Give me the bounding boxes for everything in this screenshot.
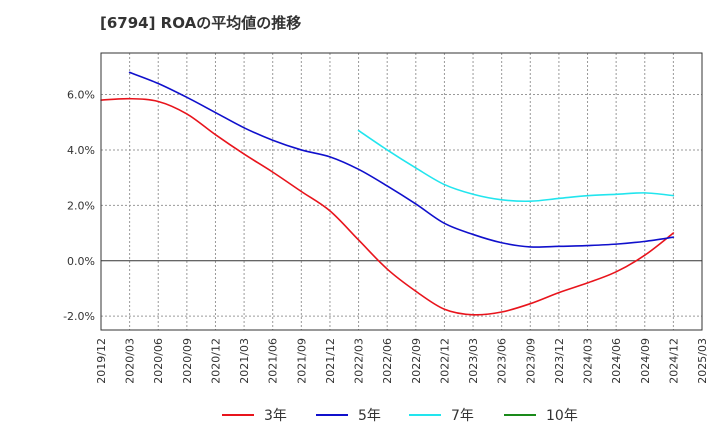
legend-label: 3年 <box>264 408 287 424</box>
x-tick-label: 2022/03 <box>353 338 366 384</box>
series-line-2 <box>128 71 675 248</box>
x-tick-label: 2022/12 <box>438 338 451 384</box>
x-tick-label: 2021/09 <box>295 338 308 384</box>
x-tick-label: 2020/12 <box>209 338 222 384</box>
x-tick-label: 2023/12 <box>553 338 566 384</box>
x-tick-label: 2024/03 <box>582 338 595 384</box>
series-line-1 <box>100 97 675 316</box>
x-tick-label: 2023/03 <box>467 338 480 384</box>
x-tick-label: 2022/06 <box>381 338 394 384</box>
x-tick-label: 2020/03 <box>124 338 137 384</box>
x-tick-label: 2021/06 <box>267 338 280 384</box>
axis-layer: 2019/12 2020/03 2020/06 2020/09 2020/12 2021/… <box>63 89 709 384</box>
x-tick-label: 2021/12 <box>324 338 337 384</box>
x-tick-label: 2020/06 <box>152 338 165 384</box>
x-tick-label: 2020/09 <box>181 338 194 384</box>
legend-label: 7年 <box>451 408 474 424</box>
x-tick-label: 2022/09 <box>410 338 423 384</box>
series-line-3 <box>357 129 675 203</box>
x-tick-label: 2024/12 <box>667 338 680 384</box>
y-tick-label: 0.0% <box>67 255 95 268</box>
x-tick-label: 2023/06 <box>496 338 509 384</box>
x-tick-label: 2024/09 <box>639 338 652 384</box>
y-tick-label: 6.0% <box>67 89 95 102</box>
x-tick-label: 2024/06 <box>610 338 623 384</box>
series-layer <box>100 71 675 316</box>
legend: 3年 5年 7年 10年 <box>222 408 578 424</box>
legend-label: 10年 <box>546 408 578 424</box>
y-tick-label: 2.0% <box>67 199 95 212</box>
x-tick-label: 2019/12 <box>95 338 108 384</box>
x-tick-label: 2025/03 <box>696 338 709 384</box>
x-tick-label: 2023/09 <box>524 338 537 384</box>
legend-label: 5年 <box>358 408 381 424</box>
x-tick-label: 2021/03 <box>238 338 251 384</box>
y-tick-label: 4.0% <box>67 144 95 157</box>
plot-frame <box>100 52 703 331</box>
chart-title: [6794] ROAの平均値の推移 <box>100 14 302 32</box>
grid-layer <box>101 53 702 330</box>
y-tick-label: -2.0% <box>63 310 95 323</box>
